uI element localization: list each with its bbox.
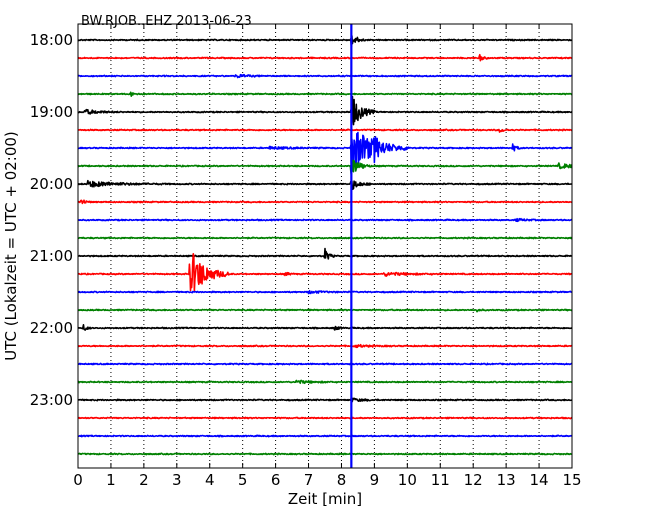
x-tick-label: 4 [205,471,215,489]
y-axis: 18:00 19:00 20:00 21:00 22:00 23:00 [30,31,572,409]
x-tick-label: 2 [139,471,149,489]
x-tick-label: 15 [562,471,581,489]
trace-row [77,131,573,170]
trace-row [77,35,573,48]
x-tick-label: 13 [497,471,516,489]
y-tick-label: 18:00 [30,31,73,49]
trace-row [77,73,573,79]
trace-row [77,397,573,403]
x-tick-label: 14 [530,471,549,489]
trace-row [77,289,573,295]
trace-row [77,236,573,240]
trace-row [77,128,573,133]
trace-row [77,217,573,223]
trace-row [77,179,573,191]
trace-row [77,362,573,366]
trace-row [77,199,573,205]
x-tick-label: 9 [370,471,380,489]
x-tick-label: 0 [73,471,83,489]
trace-row [77,91,573,97]
y-tick-label: 23:00 [30,391,73,409]
trace-row [77,343,573,349]
trace-row [77,247,573,260]
x-axis: 0 1 2 3 4 5 6 7 8 9 10 11 12 13 14 15 [73,24,582,489]
chart-title: BW.RJOB..EHZ 2013-06-23 [81,14,252,29]
trace-row [77,252,573,293]
trace-row [77,158,573,176]
grid-layer [110,24,540,468]
traces-layer [77,35,573,456]
trace-row [77,95,573,126]
x-axis-label: Zeit [min] [288,490,362,508]
x-tick-label: 10 [398,471,417,489]
x-tick-label: 12 [464,471,483,489]
y-tick-label: 19:00 [30,103,73,121]
y-tick-label: 20:00 [30,175,73,193]
x-tick-label: 3 [172,471,182,489]
trace-row [77,434,573,438]
x-tick-label: 8 [337,471,347,489]
y-axis-label: UTC (Lokalzeit = UTC + 02:00) [2,131,20,361]
trace-row [77,416,573,420]
trace-row [77,379,573,385]
trace-row [77,324,573,331]
x-tick-label: 5 [238,471,248,489]
trace-row [77,308,573,313]
x-tick-label: 6 [271,471,281,489]
y-tick-label: 22:00 [30,319,73,337]
trace-row [77,452,573,456]
trace-row [77,53,573,62]
y-tick-label: 21:00 [30,247,73,265]
x-tick-label: 1 [106,471,116,489]
x-tick-label: 11 [431,471,450,489]
x-tick-label: 7 [304,471,314,489]
plot-frame [77,23,573,469]
